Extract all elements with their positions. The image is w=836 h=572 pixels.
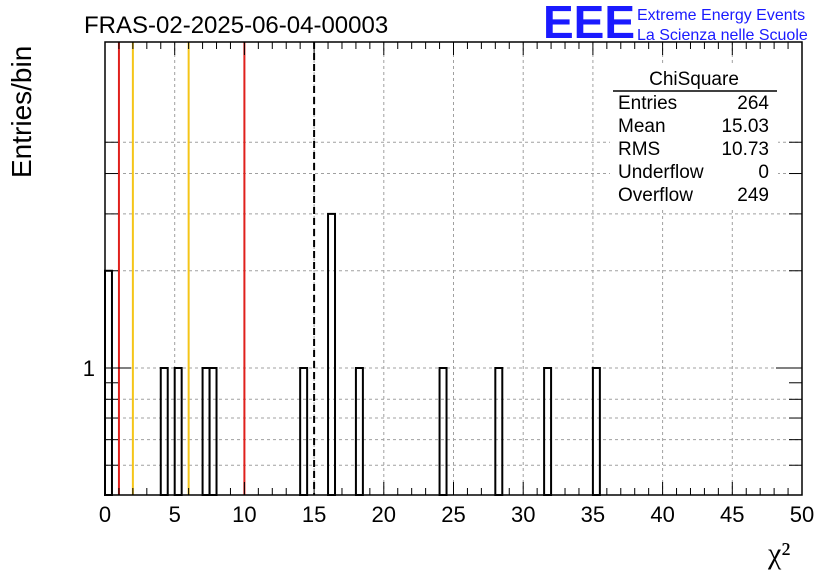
x-tick-label: 30 bbox=[511, 502, 535, 527]
histogram-bar bbox=[201, 367, 211, 496]
stats-value: 15.03 bbox=[721, 116, 769, 137]
stats-value: 249 bbox=[737, 185, 769, 206]
histogram-bar bbox=[543, 367, 553, 496]
stats-label: Underflow bbox=[618, 162, 704, 183]
x-tick-label: 35 bbox=[581, 502, 605, 527]
x-tick-label: 15 bbox=[302, 502, 326, 527]
stats-box: ChiSquare Entries 264 Mean 15.03 RMS 10.73 Und… bbox=[610, 66, 778, 210]
histogram-bar bbox=[494, 367, 504, 496]
x-tick-label: 45 bbox=[720, 502, 744, 527]
stats-value: 264 bbox=[737, 93, 769, 114]
logo-line2: La Scienza nelle Scuole bbox=[637, 27, 808, 44]
histogram-bar bbox=[354, 367, 364, 496]
stats-label: Overflow bbox=[618, 185, 693, 206]
x-tick-label: 5 bbox=[169, 502, 181, 527]
stats-box-background bbox=[610, 66, 778, 210]
histogram-bar bbox=[208, 367, 218, 496]
y-axis-label: Entries/bin bbox=[6, 46, 37, 178]
reference-lines bbox=[117, 42, 316, 495]
stats-label: Mean bbox=[618, 116, 666, 137]
x-axis-label: χ² bbox=[767, 537, 790, 570]
x-tick-label: 40 bbox=[650, 502, 674, 527]
y-tick-label: 1 bbox=[83, 356, 95, 381]
x-tick-label: 20 bbox=[372, 502, 396, 527]
histogram-bar bbox=[299, 367, 309, 496]
axis-ticks bbox=[105, 42, 802, 495]
histogram-bars bbox=[104, 212, 601, 496]
stats-value: 0 bbox=[758, 162, 769, 183]
eee-logo: EEE Extreme Energy Events La Scienza nel… bbox=[543, 0, 808, 48]
histogram-bar bbox=[173, 367, 183, 496]
x-tick-label: 50 bbox=[790, 502, 814, 527]
x-tick-label: 0 bbox=[99, 502, 111, 527]
chart-title: FRAS-02-2025-06-04-00003 bbox=[84, 12, 388, 39]
histogram-bar bbox=[438, 367, 448, 496]
histogram-bar bbox=[327, 212, 337, 496]
stats-rows: Entries 264 Mean 15.03 RMS 10.73 Underflow 0 Ove… bbox=[618, 93, 769, 206]
logo-line1: Extreme Energy Events bbox=[637, 7, 805, 24]
stats-title: ChiSquare bbox=[649, 69, 739, 90]
y-tick-labels: 1 bbox=[83, 356, 95, 381]
grid-lines bbox=[105, 42, 802, 495]
logo-mark: EEE bbox=[543, 0, 635, 48]
stats-label: RMS bbox=[618, 139, 660, 160]
x-tick-label: 25 bbox=[441, 502, 465, 527]
stats-label: Entries bbox=[618, 93, 677, 114]
stats-value: 10.73 bbox=[721, 139, 769, 160]
histogram-bar bbox=[159, 367, 169, 496]
x-tick-labels: 0 5 10 15 20 25 30 35 40 45 50 bbox=[99, 502, 814, 527]
x-tick-label: 10 bbox=[232, 502, 256, 527]
histogram-bar bbox=[591, 367, 601, 496]
